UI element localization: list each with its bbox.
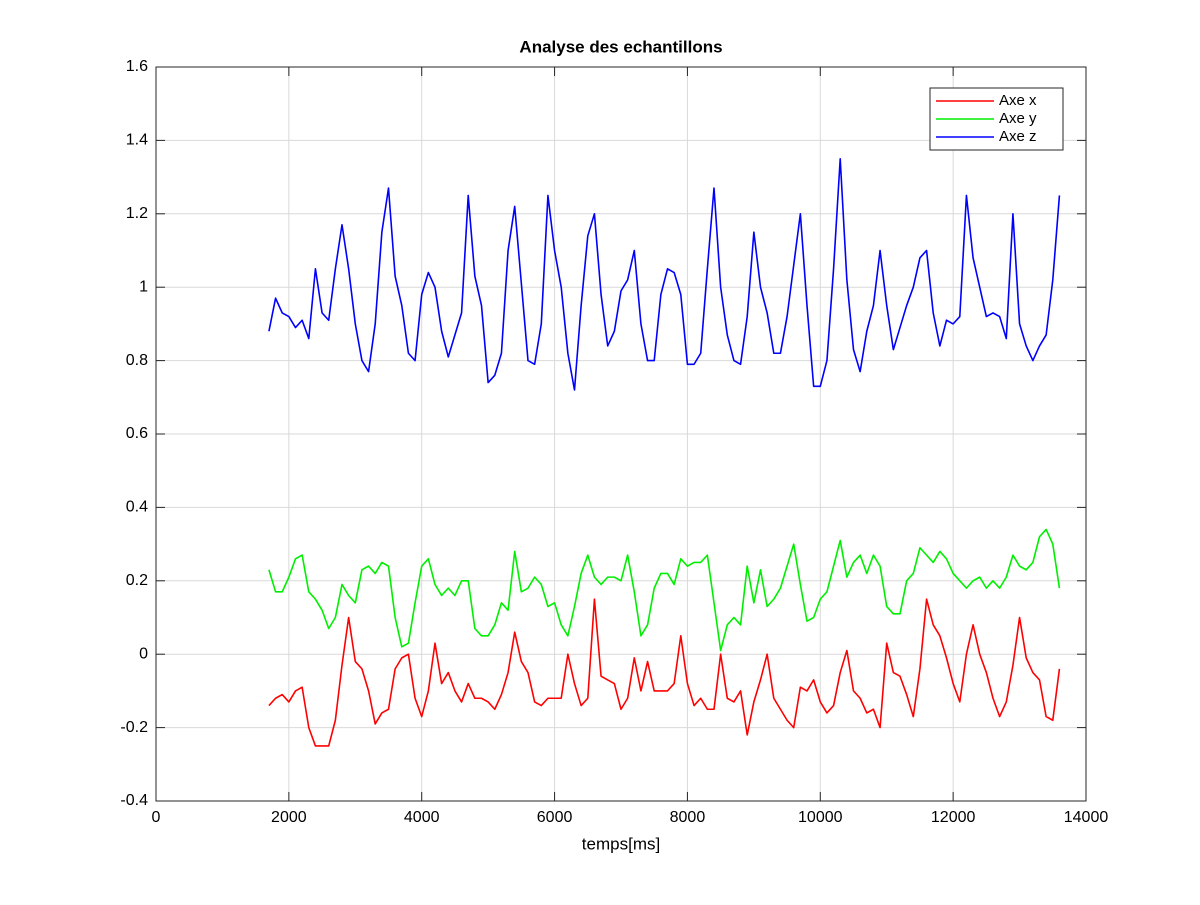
y-tick-label: 1.2 (126, 205, 148, 222)
legend-label: Axe y (999, 110, 1037, 127)
y-tick-label: 1.4 (126, 132, 148, 149)
y-tick-label: 0 (139, 645, 148, 662)
plot-lines (268, 157, 1061, 747)
x-tick-label: 4000 (404, 809, 440, 826)
y-tick-label: -0.4 (120, 792, 148, 809)
y-tick-label: 0.8 (126, 352, 148, 369)
legend-label: Axe z (999, 128, 1037, 145)
x-tick-label: 10000 (798, 809, 843, 826)
y-tick-label: 1.6 (126, 58, 148, 75)
data-line (268, 528, 1061, 652)
y-tick-label: 0.2 (126, 572, 148, 589)
x-axis-label: temps[ms] (582, 834, 660, 853)
y-tick-label: -0.2 (120, 719, 148, 736)
data-line (268, 598, 1061, 747)
y-tick-label: 0.4 (126, 499, 148, 516)
x-tick-label: 2000 (271, 809, 307, 826)
y-tick-label: 1 (139, 278, 148, 295)
chart-title: Analyse des echantillons (519, 37, 722, 56)
x-tick-label: 14000 (1064, 809, 1109, 826)
x-tick-label: 8000 (670, 809, 706, 826)
data-line (268, 157, 1061, 391)
x-tick-label: 0 (152, 809, 161, 826)
ticks: 0 2000 4000 6000 8000 10000 12000 14000 -0.4 -0.2… (120, 58, 1108, 826)
x-tick-label: 6000 (537, 809, 573, 826)
y-tick-label: 0.6 (126, 425, 148, 442)
x-tick-label: 12000 (931, 809, 976, 826)
legend-label: Axe x (999, 92, 1037, 109)
